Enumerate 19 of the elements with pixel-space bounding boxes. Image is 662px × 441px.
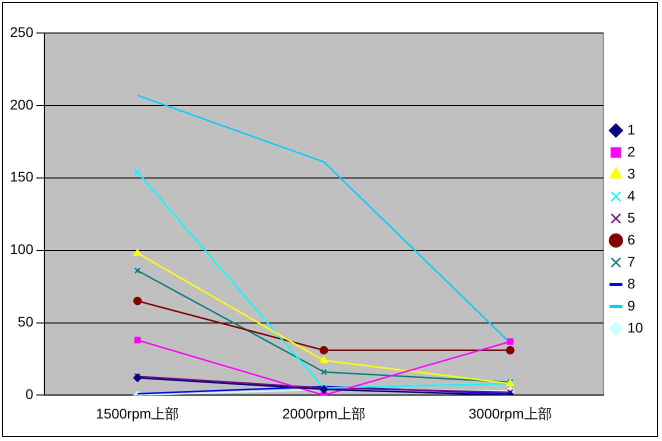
legend-label: 1 — [627, 121, 636, 138]
y-tick-label: 200 — [10, 96, 34, 112]
x-tick-label: 3000rpm上部 — [468, 405, 552, 422]
legend-label: 3 — [627, 165, 636, 182]
y-tick-label: 50 — [18, 314, 34, 330]
x-tick-label: 2000rpm上部 — [282, 405, 366, 422]
legend-label: 9 — [627, 297, 636, 314]
legend-label: 7 — [627, 253, 636, 270]
legend-label: 4 — [627, 187, 636, 204]
y-tick-label: 100 — [10, 241, 34, 258]
legend-label: 2 — [627, 143, 636, 160]
legend-label: 10 — [627, 319, 644, 336]
y-tick-label: 0 — [26, 386, 34, 402]
legend-label: 8 — [627, 275, 636, 292]
legend-label: 5 — [627, 209, 636, 226]
y-tick-label: 250 — [10, 24, 34, 40]
x-tick-label: 1500rpm上部 — [96, 405, 180, 422]
legend-label: 6 — [627, 231, 636, 248]
y-tick-label: 150 — [10, 168, 34, 185]
